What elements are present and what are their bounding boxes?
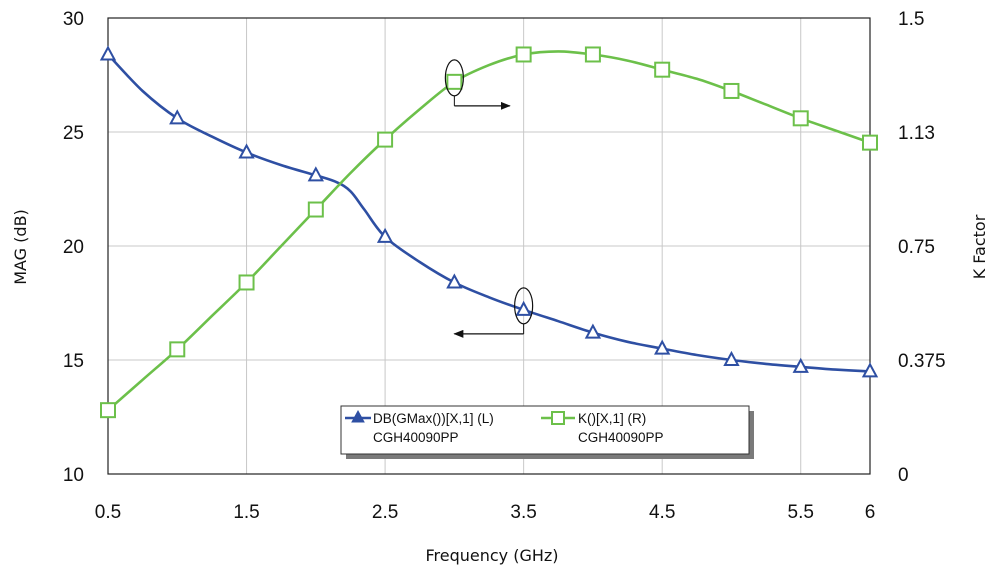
y-right-tick-label: 1.5 bbox=[898, 9, 924, 30]
y-left-tick-label: 30 bbox=[63, 9, 84, 30]
series-line-1 bbox=[107, 50, 871, 412]
x-tick-label: 2.5 bbox=[372, 502, 398, 523]
legend-square-icon bbox=[551, 411, 565, 425]
plot-frame bbox=[107, 17, 871, 475]
legend-sublabel-k: CGH40090PP bbox=[578, 430, 664, 445]
data-point-k bbox=[515, 46, 532, 63]
data-point-gmax bbox=[515, 300, 532, 316]
data-point-k bbox=[307, 201, 324, 218]
data-point-gmax bbox=[238, 143, 255, 159]
legend-label-gmax: DB(GMax())[X,1] (L) bbox=[373, 411, 494, 426]
data-point-k bbox=[792, 110, 809, 127]
data-point-gmax bbox=[861, 362, 879, 378]
legend-box bbox=[340, 405, 750, 455]
legend-label-k: K()[X,1] (R) bbox=[578, 411, 646, 426]
data-point-gmax bbox=[376, 227, 394, 243]
y-right-tick-label: 0 bbox=[898, 465, 909, 486]
markers bbox=[99, 45, 879, 419]
x-axis-title: Frequency (GHz) bbox=[425, 546, 558, 565]
data-point-k bbox=[862, 134, 878, 151]
data-point-gmax bbox=[307, 166, 324, 182]
annotations bbox=[444, 59, 534, 338]
data-point-gmax bbox=[723, 350, 740, 366]
data-point-k bbox=[584, 46, 601, 63]
y-left-tick-label: 10 bbox=[63, 465, 84, 486]
y-left-tick-labels: 10 15 20 25 30 bbox=[63, 9, 84, 486]
y-right-tick-label: 0.75 bbox=[898, 237, 935, 258]
data-point-gmax bbox=[169, 109, 186, 125]
x-tick-label: 5.5 bbox=[788, 502, 814, 523]
y-left-tick-label: 20 bbox=[63, 237, 84, 258]
y-right-tick-label: 1.13 bbox=[898, 123, 935, 144]
x-tick-label: 4.5 bbox=[649, 502, 675, 523]
data-point-k bbox=[723, 82, 740, 99]
data-point-gmax bbox=[654, 339, 671, 355]
data-point-gmax bbox=[99, 45, 117, 61]
y-left-tick-label: 15 bbox=[63, 351, 84, 372]
y-right-tick-label: 0.375 bbox=[898, 351, 946, 372]
data-point-gmax bbox=[584, 323, 602, 339]
y-right-tick-labels: 0 0.375 0.75 1.13 1.5 bbox=[898, 9, 946, 486]
data-point-gmax bbox=[446, 273, 463, 289]
legend: DB(GMax())[X,1] (L) CGH40090PP K()[X,1] … bbox=[340, 405, 754, 459]
y-left-axis-title: MAG (dB) bbox=[11, 209, 30, 285]
data-point-k bbox=[654, 61, 671, 78]
data-point-k bbox=[377, 131, 394, 148]
data-point-k bbox=[238, 274, 255, 291]
x-tick-labels: 0.5 1.5 2.5 3.5 4.5 5.5 6 bbox=[95, 502, 876, 523]
y-left-tick-label: 25 bbox=[63, 123, 84, 144]
x-tick-label: 3.5 bbox=[510, 502, 536, 523]
x-tick-label: 1.5 bbox=[233, 502, 259, 523]
x-tick-label: 0.5 bbox=[95, 502, 121, 523]
data-point-k bbox=[446, 73, 463, 90]
x-tick-label: 6 bbox=[865, 502, 876, 523]
legend-sublabel-gmax: CGH40090PP bbox=[373, 430, 459, 445]
legend-triangle-icon bbox=[351, 409, 365, 423]
y-right-axis-title: K Factor bbox=[970, 214, 989, 279]
data-point-k bbox=[100, 402, 116, 419]
data-point-gmax bbox=[792, 357, 809, 373]
data-point-k bbox=[169, 341, 186, 358]
